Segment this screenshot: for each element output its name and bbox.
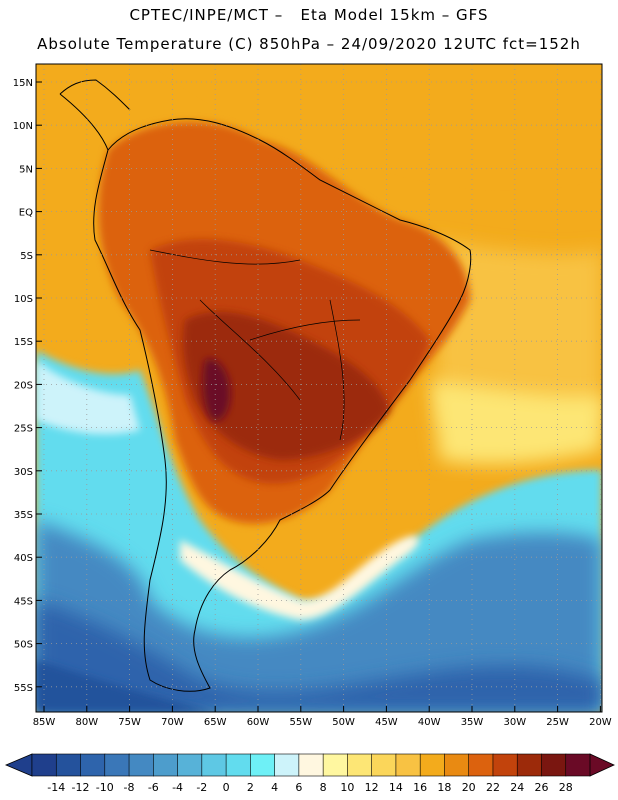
latitude-axis: 15N 10N 5N EQ 5S 10S 15S 20S 25S 30S 35S 40S 45S 50S 5…	[13, 78, 42, 694]
colorbar-label: -4	[172, 781, 183, 794]
colorbar-swatch	[55, 753, 82, 777]
lat-tick-label: 20S	[14, 380, 33, 391]
colorbar-swatch	[177, 753, 203, 777]
colorbar-label: 0	[223, 781, 230, 794]
lat-tick-label: 30S	[14, 467, 33, 478]
hottest-core	[202, 358, 231, 421]
lat-tick-label: 10S	[14, 294, 33, 305]
colorbar-swatch	[104, 753, 130, 777]
lon-tick-label: 85W	[33, 717, 56, 728]
colorbar: -14 -12 -10 -8 -6 -4 -2 0 2 4 6 8 10 12 14 16 18 20 22 24 26…	[4, 753, 615, 794]
colorbar-swatch	[274, 753, 300, 777]
colorbar-label: 10	[340, 781, 354, 794]
temperature-field	[36, 64, 602, 712]
lon-tick-label: 25W	[546, 717, 569, 728]
colorbar-swatch	[31, 753, 57, 777]
map-title-line1: CPTEC/INPE/MCT – Eta Model 15km – GFS	[129, 6, 489, 24]
lat-tick-label: 25S	[14, 424, 33, 435]
central-america-coast	[59, 79, 131, 111]
lat-tick-label: 15S	[14, 337, 33, 348]
colorbar-swatch	[128, 753, 154, 777]
colorbar-label: -2	[196, 781, 207, 794]
colorbar-swatch	[419, 753, 446, 777]
graticule	[36, 64, 602, 712]
colorbar-label: 12	[365, 781, 379, 794]
colorbar-label: 26	[534, 781, 548, 794]
colorbar-swatch	[541, 753, 567, 777]
colorbar-label: 4	[271, 781, 278, 794]
lon-tick-label: 65W	[204, 717, 227, 728]
colorbar-swatch	[444, 753, 470, 777]
colorbar-label: 28	[559, 781, 573, 794]
lat-tick-label: EQ	[19, 208, 33, 219]
north-ocean	[150, 64, 602, 191]
cold-pale-patch	[36, 360, 140, 435]
lat-tick-label: 50S	[14, 640, 33, 651]
colorbar-label: 14	[389, 781, 403, 794]
map-frame	[35, 63, 603, 713]
colorbar-label: 8	[320, 781, 327, 794]
colorbar-label: -12	[72, 781, 90, 794]
colorbar-swatch	[395, 753, 421, 777]
colorbar-min-arrow	[4, 753, 33, 777]
colorbar-label: -10	[96, 781, 114, 794]
lat-tick-label: 15N	[13, 78, 33, 89]
lon-tick-label: 80W	[75, 717, 98, 728]
longitude-axis: 85W 80W 75W 70W 65W 60W 55W 50W 45W 40W 35W 30W 25W 2…	[33, 706, 612, 728]
lat-tick-label: 35S	[14, 510, 33, 521]
lon-tick-label: 50W	[332, 717, 355, 728]
frontal-band	[180, 536, 419, 620]
lat-tick-label: 40S	[14, 553, 33, 564]
cold-deep-region	[36, 660, 220, 712]
mid-ocean-band	[430, 240, 602, 432]
lon-tick-label: 30W	[503, 717, 526, 728]
lon-tick-label: 35W	[461, 717, 484, 728]
cold-blue-region	[36, 600, 602, 712]
lat-tick-label: 55S	[14, 683, 33, 694]
colorbar-swatch	[347, 753, 373, 777]
colorbar-swatch	[250, 753, 276, 777]
country-borders	[149, 249, 361, 441]
yellow-ocean-band	[430, 380, 602, 465]
lon-tick-label: 75W	[118, 717, 141, 728]
colorbar-label: -6	[148, 781, 159, 794]
colorbar-label: -8	[124, 781, 135, 794]
colorbar-label: 18	[437, 781, 451, 794]
colorbar-swatch	[516, 753, 543, 777]
colorbar-swatch	[201, 753, 227, 777]
colorbar-label: 24	[510, 781, 524, 794]
lat-tick-label: 45S	[14, 596, 33, 607]
lon-tick-label: 70W	[161, 717, 184, 728]
colorbar-label: 22	[486, 781, 500, 794]
lon-tick-label: 45W	[375, 717, 398, 728]
colorbar-label: 2	[247, 781, 254, 794]
lat-tick-label: 5N	[19, 164, 33, 175]
colorbar-swatch	[468, 753, 494, 777]
lat-tick-label: 10N	[13, 121, 33, 132]
map-title-line2: Absolute Temperature (C) 850hPa – 24/09/…	[37, 35, 581, 53]
colorbar-label: 6	[295, 781, 302, 794]
colorbar-swatch	[492, 753, 518, 777]
colorbar-label: -14	[47, 781, 65, 794]
colorbar-swatch	[298, 753, 324, 777]
lat-tick-label: 5S	[20, 251, 33, 262]
colorbar-swatch	[371, 753, 397, 777]
colorbar-swatch	[153, 753, 179, 777]
colorbar-max-arrow	[589, 753, 615, 777]
lon-tick-label: 20W	[589, 717, 612, 728]
cold-mid-region	[36, 520, 602, 712]
coastline	[59, 93, 472, 692]
colorbar-swatch	[225, 753, 251, 777]
colorbar-swatch	[565, 753, 591, 777]
continent-hotter	[183, 311, 390, 460]
colorbar-label: 20	[462, 781, 476, 794]
colorbar-label: 16	[413, 781, 427, 794]
colorbar-swatch	[322, 753, 348, 777]
lon-tick-label: 55W	[289, 717, 312, 728]
lon-tick-label: 40W	[418, 717, 441, 728]
lon-tick-label: 60W	[247, 717, 270, 728]
colorbar-swatch	[80, 753, 106, 777]
